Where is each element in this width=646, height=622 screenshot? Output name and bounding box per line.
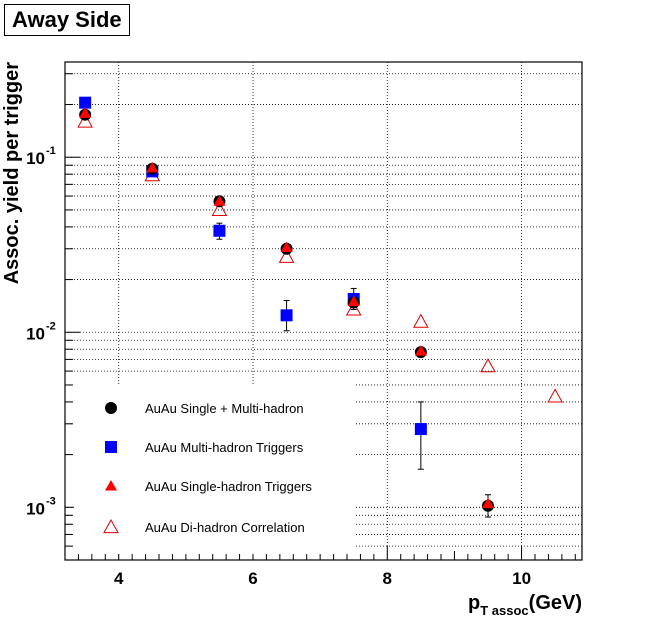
y-axis-label: Assoc. yield per trigger — [1, 62, 23, 285]
legend: AuAu Single + Multi-hadron AuAu Multi-had… — [74, 384, 356, 554]
data-point — [278, 248, 295, 263]
y-tick-label: 10 — [26, 499, 45, 518]
data-point — [280, 241, 293, 252]
x-tick-label: 6 — [248, 569, 257, 588]
plot-border — [64, 61, 583, 561]
x-axis-label-sub: T assoc — [480, 603, 528, 618]
x-axis-label-unit: (GeV) — [529, 592, 582, 614]
axis-labels: Assoc. yield per trigger pT assoc(GeV) — [1, 62, 582, 618]
x-axis-label: pT assoc(GeV) — [468, 592, 582, 618]
data-point — [146, 161, 159, 173]
chart-title: Away Side — [4, 4, 130, 36]
data-points — [77, 96, 563, 518]
data-point — [77, 113, 93, 128]
data-point — [480, 358, 496, 373]
data-point — [213, 195, 226, 206]
data-point — [413, 313, 429, 328]
x-axis-label-main: p — [468, 592, 480, 614]
y-tick-label: 10 — [26, 149, 45, 168]
data-point — [547, 388, 563, 403]
data-point — [79, 107, 92, 118]
legend-label: AuAu Multi-hadron Triggers — [145, 440, 304, 455]
y-tick-exponent: -2 — [46, 320, 56, 332]
data-point — [280, 309, 293, 322]
data-point — [414, 423, 427, 436]
legend-marker — [103, 518, 119, 534]
data-point — [345, 301, 362, 316]
legend-marker — [105, 402, 117, 414]
plot-frame — [64, 61, 583, 561]
x-tick-label: 4 — [114, 569, 124, 588]
legend-label: AuAu Single-hadron Triggers — [145, 479, 312, 494]
x-tick-label: 8 — [383, 569, 392, 588]
data-point — [211, 201, 228, 217]
data-point — [213, 224, 226, 237]
legend-marker — [105, 441, 117, 453]
legend-label: AuAu Single + Multi-hadron — [145, 401, 304, 416]
data-point — [482, 497, 494, 509]
data-point — [79, 96, 92, 109]
y-tick-exponent: -3 — [46, 495, 56, 507]
y-tick-label: 10 — [26, 324, 45, 343]
data-point — [347, 295, 360, 306]
x-tick-label: 10 — [512, 569, 531, 588]
legend-marker — [105, 480, 117, 491]
legend-label: AuAu Di-hadron Correlation — [145, 520, 305, 535]
legend-box — [74, 384, 356, 554]
y-tick-exponent: -1 — [46, 145, 56, 157]
data-point — [414, 345, 427, 356]
